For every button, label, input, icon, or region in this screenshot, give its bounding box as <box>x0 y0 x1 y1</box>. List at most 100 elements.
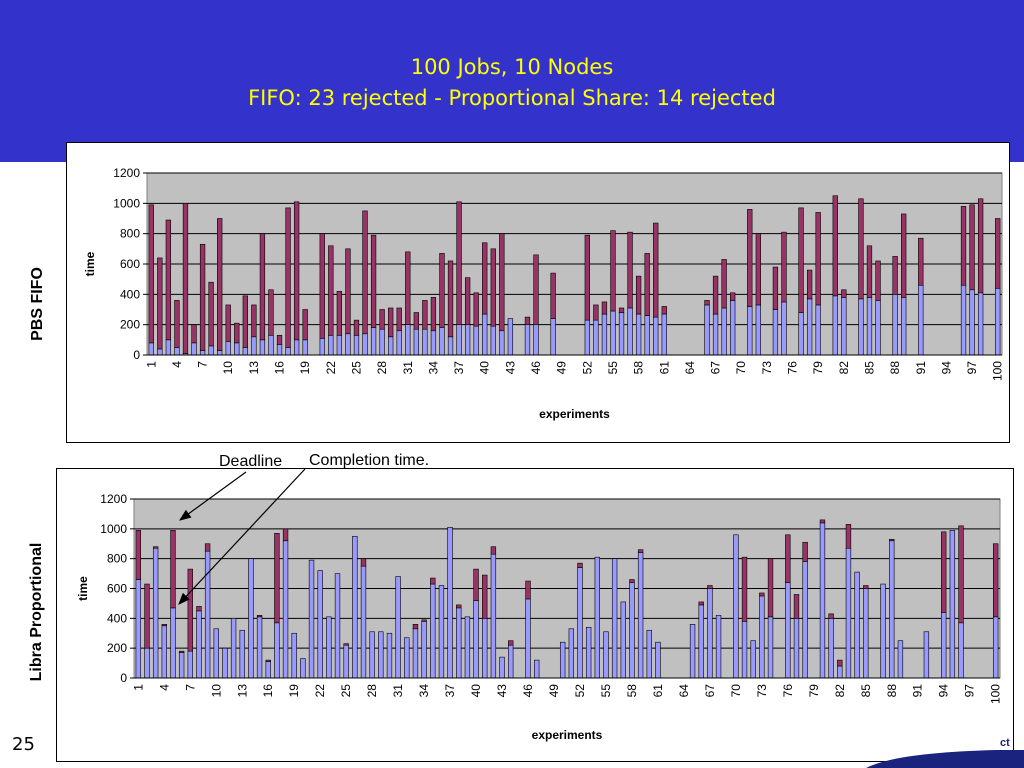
bar-deadline <box>421 619 427 622</box>
bar-deadline <box>653 222 659 318</box>
bar-deadline <box>618 307 625 313</box>
x-tick-label: 7 <box>183 684 197 691</box>
x-tick-label: 16 <box>261 684 275 698</box>
x-tick-label: 7 <box>196 361 210 368</box>
bar-deadline <box>610 230 616 312</box>
x-tick-label: 100 <box>989 684 1003 704</box>
x-tick-label: 70 <box>729 684 743 698</box>
bar-deadline <box>828 613 834 619</box>
bar-deadline <box>362 210 368 335</box>
x-tick-label: 37 <box>443 684 457 698</box>
x-tick-label: 28 <box>365 684 379 698</box>
bar-deadline <box>144 583 150 649</box>
annotation-deadline: Deadline <box>219 453 283 470</box>
bar-deadline <box>837 659 843 667</box>
bar-deadline <box>707 585 713 589</box>
x-tick-label: 1 <box>144 361 158 368</box>
bar-deadline <box>892 256 898 295</box>
deadline-arrow <box>179 471 247 521</box>
bar-deadline <box>918 237 924 286</box>
x-tick-label: 88 <box>888 361 902 375</box>
bar-deadline <box>637 549 644 554</box>
bar-deadline <box>995 218 1001 289</box>
x-tick-label: 67 <box>709 361 723 375</box>
bar-deadline <box>336 291 343 336</box>
bar-deadline <box>490 546 497 555</box>
bar-deadline <box>635 275 642 315</box>
x-tick-label: 34 <box>426 361 440 375</box>
bar-deadline <box>170 530 176 609</box>
bar-deadline <box>165 219 172 341</box>
x-tick-label: 73 <box>760 361 774 375</box>
x-tick-label: 52 <box>573 684 587 698</box>
chart-panel-libra-proportional: 0 200 400 600 800 1000 1200 1 4 7 10 13 16 19 22 25 28 31… <box>56 468 1014 762</box>
x-tick-label: 91 <box>914 361 928 375</box>
bar-deadline <box>806 269 813 300</box>
x-tick-label: 61 <box>651 684 665 698</box>
bar-deadline <box>508 640 514 646</box>
x-tick-label: 31 <box>401 361 415 375</box>
chart-pbs-fifo: 0 200 400 600 800 1000 1200 1 4 7 10 13 16 19 22 25 28 31… <box>83 166 1005 421</box>
bar-deadline <box>135 530 142 580</box>
bar-deadline <box>208 281 214 347</box>
x-tick-label: 97 <box>963 684 977 698</box>
bar-deadline <box>412 624 419 630</box>
bar-deadline <box>832 195 838 297</box>
x-tick-label: 61 <box>657 361 671 375</box>
bar-deadline <box>759 592 765 597</box>
bar-deadline <box>379 309 385 330</box>
bar-deadline <box>464 277 471 325</box>
x-tick-label: 4 <box>170 361 184 368</box>
x-tick-label: 64 <box>683 361 697 375</box>
bar-deadline <box>196 606 202 612</box>
bar-deadline <box>456 201 462 325</box>
y-tick-label: 600 <box>107 582 127 596</box>
y-tick-label: 400 <box>107 611 127 625</box>
x-axis-title: experiments <box>532 728 603 742</box>
y-tick-label: 0 <box>120 671 127 685</box>
chart-libra-proportional: 0 200 400 600 800 1000 1200 1 4 7 10 13 16 19 22 25 28 31… <box>76 492 1003 742</box>
bar-deadline <box>629 579 635 583</box>
bar-deadline <box>798 207 804 313</box>
bar-deadline <box>704 300 710 306</box>
bar-deadline <box>960 206 967 286</box>
x-tick-label: 88 <box>885 684 899 698</box>
bar-deadline <box>182 203 189 354</box>
bar-deadline <box>242 295 248 348</box>
bar-deadline <box>148 204 154 344</box>
x-tick-label: 19 <box>287 684 301 698</box>
bar-deadline <box>941 531 947 613</box>
bar-deadline <box>282 528 289 542</box>
x-tick-label: 58 <box>632 361 646 375</box>
y-tick-label: 1000 <box>100 522 127 536</box>
bar-deadline <box>482 574 488 619</box>
bar-deadline <box>204 543 211 552</box>
x-tick-label: 58 <box>625 684 639 698</box>
x-tick-label: 43 <box>503 361 517 375</box>
x-tick-label: 40 <box>469 684 483 698</box>
bar-deadline <box>969 204 975 291</box>
bar-deadline <box>524 316 531 325</box>
bar-deadline <box>388 307 394 338</box>
x-tick-label: 79 <box>807 684 821 698</box>
bar-deadline <box>422 300 428 330</box>
x-tick-label: 73 <box>755 684 769 698</box>
bar-deadline <box>755 233 761 306</box>
x-tick-label: 22 <box>313 684 327 698</box>
bar-deadline <box>178 650 185 653</box>
y-tick-label: 1000 <box>113 196 140 210</box>
bar-deadline <box>293 201 300 341</box>
x-tick-label: 10 <box>209 684 223 698</box>
y-tick-label: 800 <box>107 552 127 566</box>
x-tick-label: 94 <box>937 684 951 698</box>
bar-deadline <box>161 624 167 627</box>
x-tick-label: 40 <box>478 361 492 375</box>
bar-deadline <box>353 319 360 336</box>
bar-deadline <box>698 601 704 606</box>
bar-deadline <box>152 546 159 549</box>
bar-deadline <box>157 257 163 350</box>
x-tick-label: 91 <box>911 684 925 698</box>
x-tick-label: 22 <box>324 361 338 375</box>
bar-deadline <box>490 248 496 327</box>
x-tick-label: 49 <box>555 361 569 375</box>
